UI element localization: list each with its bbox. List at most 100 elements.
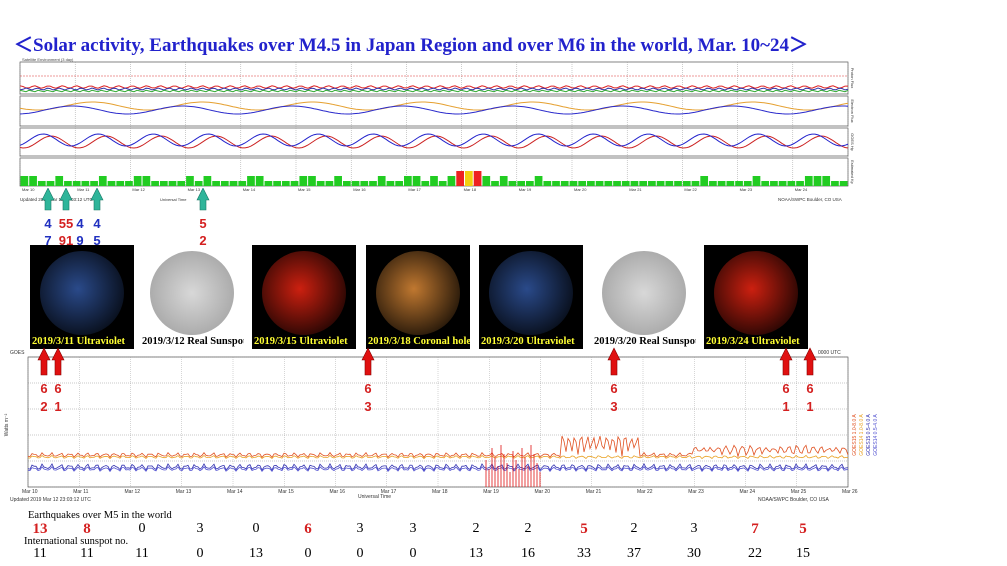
kp-bar [508,181,517,186]
xray-marker-bottom-value: 3 [610,399,617,414]
kp-bar [212,181,220,186]
kp-bar [290,181,299,186]
xray-date-label: Mar 20 [535,489,551,495]
kp-bar [125,181,133,186]
sunspot-count: 0 [409,546,417,561]
xray-marker-top-value: 6 [364,381,371,396]
xray-header-right: 0000 UTC [818,350,841,356]
kp-bar [456,171,465,186]
kp-bar [238,181,247,186]
kp-bar [116,181,125,186]
xray-date-label: Mar 11 [73,489,88,495]
kp-bar [255,176,264,186]
xray-series-goes14-short [27,465,849,473]
sunspot-count: 11 [33,546,47,561]
kp-bar [142,176,151,186]
kp-bar [726,181,735,186]
sunspot-count: 11 [135,546,149,561]
green-marker-arrow [59,188,73,211]
kp-bar [29,176,37,186]
kp-bar [648,181,656,186]
kp-bar [438,181,447,186]
sun-caption: 2019/3/12 Real Sunspot [142,336,244,347]
sun-disk [150,251,234,335]
kp-bar [377,176,386,186]
kp-bar [107,181,116,186]
earthquake-count: 2 [630,521,638,536]
earthquake-count: 2 [524,521,532,536]
sun-image: 2019/3/15 Ultraviolet [252,245,356,349]
earthquake-count: 5 [799,521,807,537]
earthquake-count: 7 [751,521,759,537]
xray-flux-chart: GOES 0000 UTC Watts m⁻² Mar 10 Mar 11 Mar 12 M… [4,347,879,503]
panel-footer-right: NOAA/SWPC Boulder, CO USA [778,197,842,202]
xray-marker-top-value: 6 [610,381,617,396]
sunspot-count: 13 [469,546,483,561]
xray-date-label: Mar 14 [227,489,243,495]
kp-bar [308,176,316,186]
earthquake-count: 0 [138,521,146,536]
sunspot-count: 16 [521,546,535,561]
sunspot-count: 33 [577,546,591,561]
kp-bar [822,176,831,186]
green-marker-arrow [196,188,210,211]
date-tick-label: Mar 21 [629,187,642,192]
xray-date-label: Mar 16 [330,489,346,495]
kp-bar [770,181,778,186]
sun-disk [602,251,686,335]
kp-bar [796,181,804,186]
kp-bar [656,181,665,186]
sun-image: 2019/3/24 Ultraviolet [704,245,808,349]
sun-caption: 2019/3/24 Ultraviolet [706,336,800,347]
proton-series-blue [19,87,849,91]
kp-bar [604,181,613,186]
earthquakes-label: Earthquakes over M5 in the world [28,510,172,521]
kp-bar [421,181,430,186]
kp-bar [264,181,273,186]
kp-bar [281,181,290,186]
sun-disk [489,251,573,335]
kp-bar [203,176,212,186]
marker-bottom-value: 2 [199,233,206,248]
date-tick-label: Mar 13 [188,187,201,192]
kp-bar [761,181,770,186]
xray-marker-top-value: 6 [782,381,789,396]
kp-bar [613,181,621,186]
kp-bar [752,176,761,186]
sun-image: 2019/3/20 Ultraviolet [479,245,583,349]
date-tick-label: Mar 23 [740,187,753,192]
kp-bar [386,181,395,186]
kp-bar [98,176,107,186]
kp-bar [151,181,159,186]
sunspot-count: 0 [196,546,204,561]
kp-bar [177,181,186,186]
kp-bar [534,176,543,186]
marker-top-value: 5 [199,216,206,231]
earthquake-count: 13 [32,521,48,537]
xray-header-left: GOES [10,350,25,356]
xray-date-label: Mar 23 [688,489,704,495]
xray-date-label: Mar 15 [278,489,294,495]
xray-legend-entry: GOES15 0.5-4.0 A [866,414,872,456]
kp-bar [499,176,508,186]
kp-bar [543,181,552,186]
kp-bar [465,171,473,186]
xray-axis-unit: Universal Time [358,494,391,500]
sun-caption: 2019/3/15 Ultraviolet [254,336,348,347]
kp-bar [133,176,142,186]
kp-bar [37,181,46,186]
kp-bar [491,181,499,186]
xray-date-label: Mar 10 [22,489,38,495]
kp-bar [360,181,369,186]
kp-bar [194,181,203,186]
red-marker-arrow [803,347,817,376]
xray-marker-top-value: 6 [54,381,61,396]
xray-footer-right: NOAA/SWPC Boulder, CO USA [758,497,830,503]
xray-marker-top-value: 6 [806,381,813,396]
kp-bar [560,181,569,186]
kp-bar [351,181,360,186]
marker-top-value: 55 [59,216,73,231]
earthquake-count: 5 [580,521,588,537]
xray-date-label: Mar 25 [791,489,807,495]
xray-date-label: Mar 18 [432,489,448,495]
